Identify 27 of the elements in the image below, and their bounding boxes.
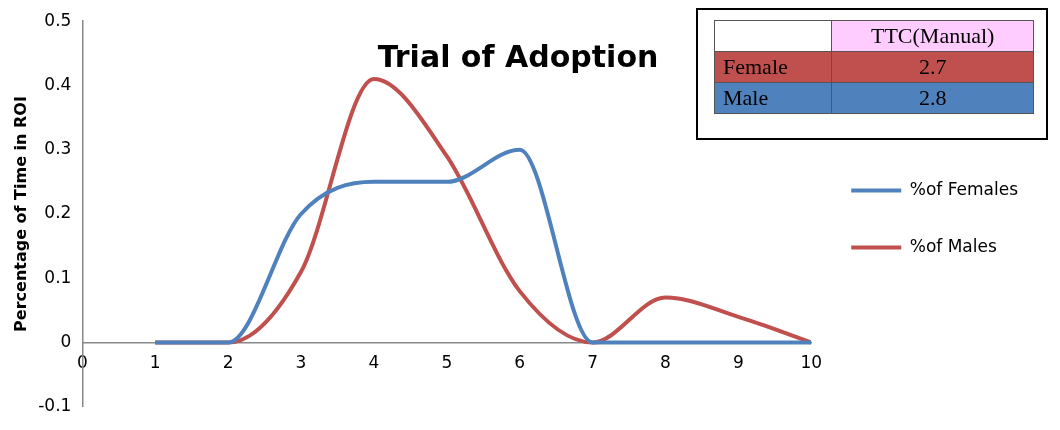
x-tick-label: 7 [587, 352, 598, 373]
category-label: Female [714, 51, 832, 83]
legend-label: %of Males [909, 235, 997, 256]
x-tick-label: 2 [222, 352, 234, 373]
legend-label: %of Females [909, 178, 1019, 199]
y-tick-label: 0.3 [44, 138, 72, 159]
y-tick-label: 0.2 [44, 202, 72, 223]
x-tick-label: 5 [441, 352, 453, 373]
x-tick-label: 6 [514, 352, 526, 373]
line-series [153, 147, 812, 345]
y-tick-label: 0 [60, 330, 72, 351]
y-tick-label: 0.5 [44, 9, 72, 30]
x-tick-label: 9 [732, 352, 744, 373]
text: TTC(Manual) [831, 20, 1034, 52]
data-label: 2.7 [831, 51, 1034, 83]
x-tick-label: 4 [368, 352, 380, 373]
x-tick-label: 3 [295, 352, 307, 373]
y-tick-label: 0.1 [44, 266, 72, 287]
y-tick-label: 0.4 [44, 73, 72, 94]
text: Trial of Adoption [377, 39, 659, 74]
y-tick-label: -0.1 [38, 395, 72, 416]
x-tick-label: 8 [660, 352, 671, 373]
y-axis-title: Percentage of Time in ROI [10, 96, 30, 332]
category-label: Male [714, 82, 832, 114]
x-tick-label: 10 [800, 352, 823, 373]
data-label: 2.8 [831, 82, 1034, 114]
x-tick-label: 1 [149, 352, 161, 373]
